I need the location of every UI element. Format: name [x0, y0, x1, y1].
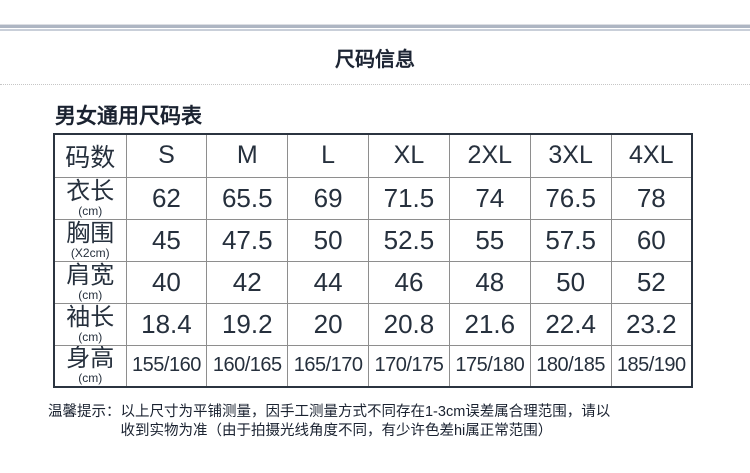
table-row-sleeve: 袖长 (cm) 18.4 19.2 20 20.8 21.6 22.4 23.2	[53, 302, 693, 346]
table-cell: 160/165	[206, 344, 289, 388]
table-cell: 52	[610, 260, 693, 304]
table-cell: 180/185	[529, 344, 612, 388]
page-title: 尺码信息	[335, 49, 415, 71]
row-label: 衣长	[66, 177, 115, 205]
table-cell: 20.8	[368, 302, 450, 346]
column-header-3xl: 3XL	[529, 133, 612, 178]
row-header: 胸围 (X2cm)	[53, 218, 127, 262]
table-cell: 20	[287, 302, 370, 346]
row-unit: (cm)	[78, 371, 103, 386]
column-header-size: 码数	[53, 133, 127, 178]
table-row-chest: 胸围 (X2cm) 45 47.5 50 52.5 55 57.5 60	[53, 218, 693, 262]
table-row-height: 身高 (cm) 155/160 160/165 165/170 170/175 …	[53, 344, 693, 388]
column-header-2xl: 2XL	[448, 133, 531, 178]
table-cell: 185/190	[610, 344, 693, 388]
warm-notice-body: 以上尺寸为平铺测量，因手工测量方式不同存在1-3cm误差属合理范围，请以 收到实…	[121, 403, 611, 441]
table-cell: 44	[287, 260, 370, 304]
table-cell: 22.4	[529, 302, 612, 346]
table-row-shoulder: 肩宽 (cm) 40 42 44 46 48 50 52	[53, 260, 693, 304]
column-header-m: M	[206, 133, 289, 178]
row-label: 胸围	[66, 219, 115, 247]
table-cell: 45	[125, 218, 208, 262]
table-cell: 175/180	[448, 344, 531, 388]
table-cell: 50	[529, 260, 612, 304]
dotted-separator	[0, 84, 750, 85]
row-unit: (X2cm)	[70, 245, 110, 260]
row-label: 肩宽	[66, 261, 115, 289]
table-cell: 42	[206, 260, 289, 304]
table-cell: 55	[448, 218, 531, 262]
table-cell: 46	[368, 260, 450, 304]
row-header: 身高 (cm)	[53, 344, 127, 388]
table-cell: 50	[287, 218, 370, 262]
section-heading: 男女通用尺码表	[55, 105, 202, 128]
table-header-row: 码数 S M L XL 2XL 3XL 4XL	[53, 133, 693, 178]
column-header-4xl: 4XL	[610, 133, 693, 178]
table-cell: 165/170	[287, 344, 370, 388]
table-cell: 57.5	[529, 218, 612, 262]
table-cell: 18.4	[125, 302, 208, 346]
row-label: 身高	[66, 345, 115, 373]
top-divider-band	[0, 24, 750, 31]
size-table: 码数 S M L XL 2XL 3XL 4XL 衣长 (cm) 62 65.5 …	[53, 133, 693, 388]
column-header-l: L	[287, 133, 370, 178]
table-cell: 19.2	[206, 302, 289, 346]
table-row-garment-length: 衣长 (cm) 62 65.5 69 71.5 74 76.5 78	[53, 176, 693, 220]
warm-notice: 温馨提示： 以上尺寸为平铺测量，因手工测量方式不同存在1-3cm误差属合理范围，…	[48, 403, 610, 441]
table-cell: 69	[287, 176, 370, 220]
warm-notice-label: 温馨提示：	[48, 404, 121, 420]
table-cell: 78	[610, 176, 693, 220]
row-header: 衣长 (cm)	[53, 176, 127, 220]
warm-notice-line-2: 收到实物为准（由于拍摄光线角度不同，有少许色差hi属正常范围）	[120, 423, 553, 439]
table-cell: 21.6	[448, 302, 531, 346]
table-cell: 40	[125, 260, 208, 304]
table-cell: 155/160	[125, 344, 208, 388]
table-cell: 65.5	[206, 176, 289, 220]
row-header: 肩宽 (cm)	[53, 260, 127, 304]
row-unit: (cm)	[78, 287, 103, 302]
table-cell: 76.5	[529, 176, 612, 220]
row-unit: (cm)	[78, 203, 103, 218]
table-cell: 23.2	[610, 302, 693, 346]
table-cell: 47.5	[206, 218, 289, 262]
table-cell: 48	[448, 260, 531, 304]
column-header-s: S	[125, 133, 208, 178]
table-cell: 60	[610, 218, 693, 262]
table-cell: 74	[448, 176, 531, 220]
row-label: 袖长	[66, 303, 115, 331]
row-header: 袖长 (cm)	[53, 302, 127, 346]
warm-notice-line-1: 以上尺寸为平铺测量，因手工测量方式不同存在1-3cm误差属合理范围，请以	[120, 404, 611, 420]
table-cell: 170/175	[368, 344, 450, 388]
column-header-xl: XL	[368, 133, 450, 178]
row-unit: (cm)	[78, 329, 103, 344]
table-cell: 62	[125, 176, 208, 220]
table-cell: 71.5	[368, 176, 450, 220]
table-cell: 52.5	[368, 218, 450, 262]
